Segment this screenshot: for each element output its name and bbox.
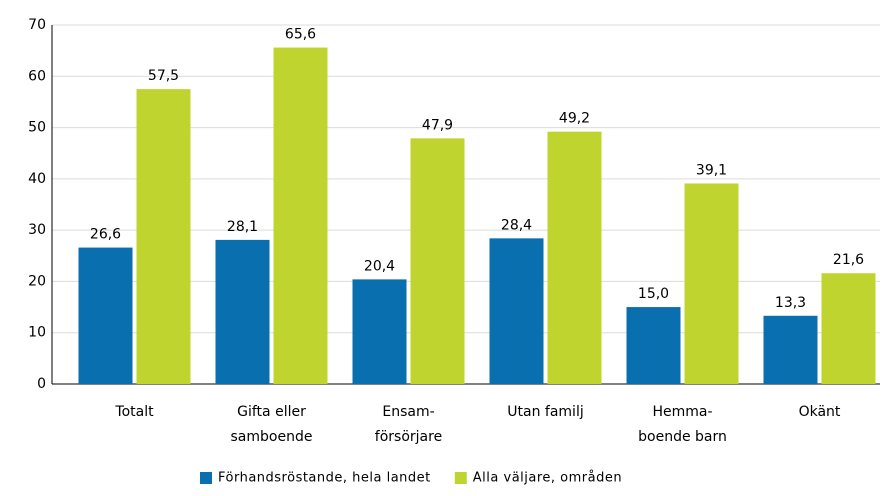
x-tick-label: Hemma- (652, 404, 712, 420)
data-label: 15,0 (638, 286, 669, 302)
bar (547, 131, 602, 384)
data-label: 39,1 (696, 162, 727, 178)
y-tick-label: 60 (28, 68, 46, 84)
x-tick-label: Gifta eller (237, 404, 306, 420)
bar (410, 138, 465, 384)
legend-swatch (454, 472, 467, 484)
bar (273, 47, 328, 385)
legend-swatch (200, 472, 212, 484)
y-tick-label: 20 (28, 273, 46, 289)
bar (78, 247, 133, 384)
y-tick-label: 50 (28, 120, 46, 136)
data-label: 65,6 (285, 27, 316, 43)
y-tick-label: 10 (28, 325, 46, 341)
bar (626, 307, 681, 384)
data-label: 21,6 (833, 252, 864, 268)
data-label: 49,2 (559, 111, 590, 127)
x-tick-label: samboende (231, 429, 313, 445)
bar (136, 89, 191, 384)
y-tick-label: 0 (37, 376, 46, 392)
data-label: 13,3 (775, 295, 806, 311)
bar (489, 238, 544, 384)
bar (684, 183, 739, 384)
data-label: 26,6 (90, 227, 121, 243)
legend-label: Alla väljare, områden (473, 471, 622, 486)
y-tick-label: 70 (28, 17, 46, 33)
data-label: 20,4 (364, 258, 395, 274)
bar (763, 315, 818, 384)
data-label: 57,5 (148, 68, 179, 84)
x-tick-label: försörjare (375, 429, 442, 445)
data-label: 47,9 (422, 117, 453, 133)
x-tick-label: boende barn (638, 429, 727, 445)
y-tick-label: 30 (28, 222, 46, 238)
x-tick-label: Ensam- (382, 404, 434, 420)
x-tick-label: Okänt (799, 404, 841, 420)
data-label: 28,1 (227, 219, 258, 235)
legend-label: Förhandsröstande, hela landet (218, 471, 431, 486)
data-label: 28,4 (501, 217, 532, 233)
bar (352, 279, 407, 384)
bar (821, 273, 876, 384)
x-tick-label: Totalt (114, 404, 154, 420)
y-tick-label: 40 (28, 171, 46, 187)
x-tick-label: Utan familj (507, 404, 583, 420)
bar (215, 239, 270, 384)
